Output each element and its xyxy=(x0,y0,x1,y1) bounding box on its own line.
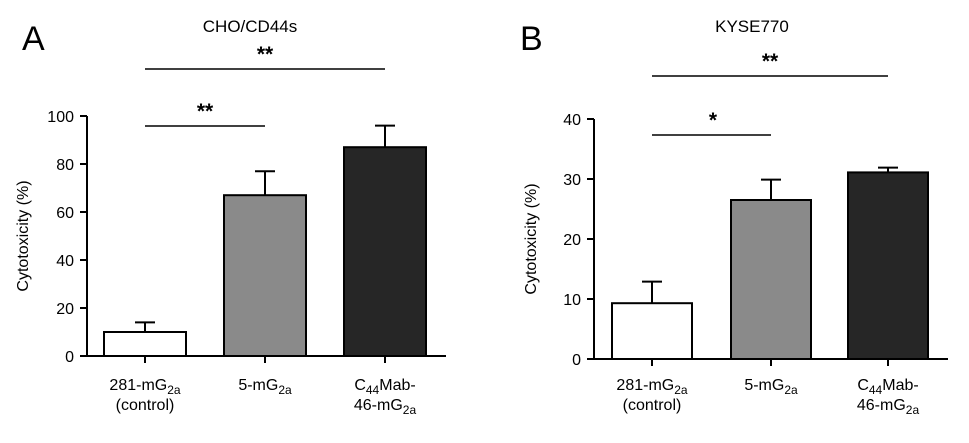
x-tick-label: 5-mG2a xyxy=(238,377,292,397)
y-tick-label: 40 xyxy=(56,253,74,270)
y-tick-label: 30 xyxy=(563,172,581,189)
significance-label: ** xyxy=(197,100,214,123)
x-tick-label: (control) xyxy=(116,397,175,414)
significance-label: ** xyxy=(762,50,779,73)
x-tick-label: 281-mG2a xyxy=(616,377,687,397)
y-tick-label: 10 xyxy=(563,292,581,309)
y-axis-label: Cytotoxicity (%) xyxy=(523,183,540,294)
bar xyxy=(104,332,186,356)
panel-letter: B xyxy=(520,20,543,58)
chart-title: KYSE770 xyxy=(715,17,789,36)
significance-label: * xyxy=(709,109,718,132)
panel-b: B KYSE770 0 10 20 30 40 Cytotoxicity (%) 281-mG2… xyxy=(520,17,948,417)
x-tick-label: C44Mab- xyxy=(354,377,415,397)
bar xyxy=(344,147,426,356)
bar xyxy=(612,303,692,359)
chart-title: CHO/CD44s xyxy=(203,17,297,36)
y-tick-label: 0 xyxy=(65,349,74,366)
x-tick-label: 46-mG2a xyxy=(354,397,417,417)
y-tick-label: 20 xyxy=(56,301,74,318)
y-tick-label: 80 xyxy=(56,157,74,174)
panel-a: A CHO/CD44s 0 20 40 60 80 100 Cytotoxicity (%) 28… xyxy=(15,17,446,417)
x-tick-label: C44Mab- xyxy=(857,377,918,397)
x-tick-label: (control) xyxy=(623,397,682,414)
y-tick-label: 100 xyxy=(47,109,74,126)
x-tick-label: 281-mG2a xyxy=(109,377,180,397)
x-tick-label: 5-mG2a xyxy=(744,377,798,397)
panel-letter: A xyxy=(22,20,45,58)
x-tick-label: 46-mG2a xyxy=(857,397,920,417)
bar xyxy=(731,200,811,359)
significance-label: ** xyxy=(257,43,274,66)
y-tick-label: 0 xyxy=(572,352,581,369)
y-tick-label: 60 xyxy=(56,205,74,222)
y-tick-label: 40 xyxy=(563,112,581,129)
bar xyxy=(848,172,928,359)
y-tick-label: 20 xyxy=(563,232,581,249)
bar xyxy=(224,195,306,356)
y-axis-label: Cytotoxicity (%) xyxy=(15,180,32,291)
